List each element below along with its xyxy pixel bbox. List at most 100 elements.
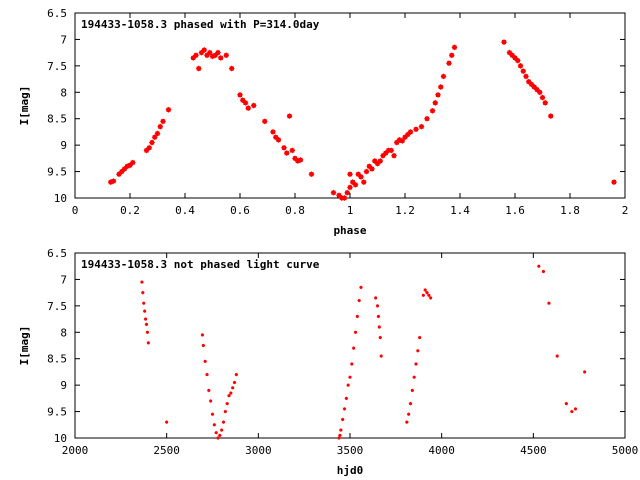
data-point-core: [380, 153, 386, 158]
data-point-core: [204, 53, 210, 58]
data-point-core: [565, 402, 568, 405]
data-point-core: [348, 375, 352, 379]
data-point-core: [352, 346, 355, 350]
data-point-core: [207, 50, 212, 55]
y-tick-label: 8: [60, 86, 67, 99]
data-point-core: [203, 360, 207, 363]
data-point-core: [510, 53, 515, 58]
data-point-core: [547, 301, 551, 305]
data-point-core: [611, 180, 617, 185]
data-point-core: [224, 410, 227, 413]
data-point-core: [140, 280, 144, 284]
y-tick-label: 9: [60, 139, 67, 152]
y-tick-label: 7.5: [47, 300, 67, 313]
data-point-core: [243, 100, 248, 105]
data-point-core: [125, 164, 130, 169]
data-point-core: [225, 402, 229, 405]
data-point-core: [201, 333, 204, 337]
plot-frame: [74, 252, 626, 439]
data-point-core: [149, 140, 155, 145]
data-point-core: [218, 434, 222, 437]
x-tick-label: 3500: [337, 444, 364, 457]
data-point-core: [345, 397, 348, 400]
data-point-core: [213, 423, 216, 427]
data-point-core: [211, 412, 214, 416]
data-point-core: [407, 412, 410, 416]
data-point-core: [409, 402, 412, 405]
data-point-core: [343, 407, 346, 411]
data-point-core: [394, 140, 399, 145]
data-point-core: [423, 288, 427, 292]
data-point-core: [378, 158, 383, 164]
x-tick-label: 0.6: [230, 204, 250, 217]
data-point-core: [298, 157, 303, 163]
data-point-core: [210, 54, 215, 59]
data-point-core: [108, 180, 113, 185]
data-point-core: [290, 148, 295, 153]
unphased-light-curve-panel: 2000 2500 3000 3500 4000 4500 5000 6.5 7 7.5 8 8.5 9…: [18, 247, 638, 477]
data-point-core: [414, 362, 418, 366]
data-point-core: [375, 161, 380, 166]
data-point-core: [449, 53, 454, 58]
data-point-core: [543, 100, 548, 105]
data-point-core: [229, 391, 233, 395]
data-point-core: [341, 418, 344, 421]
x-tick-label: 0.8: [285, 204, 305, 217]
data-point-core: [142, 301, 146, 305]
data-point-core: [281, 145, 287, 150]
data-point-core: [235, 373, 238, 376]
y-tick-label: 9: [60, 379, 67, 392]
data-point-core: [537, 264, 541, 268]
x-tick-label: 5000: [612, 444, 639, 457]
x-tick-label: 1.4: [450, 204, 470, 217]
data-point-core: [347, 185, 353, 190]
data-point-core: [218, 55, 223, 61]
data-point-core: [402, 135, 408, 140]
data-point-core: [237, 92, 243, 98]
x-axis-label: phase: [333, 224, 366, 237]
y-tick-label: 6.5: [47, 247, 67, 260]
data-point-core: [214, 431, 218, 435]
y-tick-label: 8.5: [47, 353, 67, 366]
data-point-core: [372, 158, 377, 164]
data-point-core: [251, 103, 256, 108]
y-tick-label: 10: [54, 192, 67, 205]
data-point-core: [367, 164, 372, 169]
data-point-core: [574, 407, 577, 411]
data-point-core: [346, 383, 350, 387]
data-point-core: [116, 172, 122, 177]
data-point-core: [209, 399, 212, 403]
data-point-core: [240, 98, 245, 103]
y-tick-label: 10: [54, 432, 67, 445]
data-point-core: [364, 169, 369, 174]
data-point-core: [534, 87, 540, 92]
data-point-core: [378, 325, 381, 329]
x-tick-label: 4000: [428, 444, 455, 457]
data-point-core: [411, 389, 414, 392]
data-point-core: [529, 82, 534, 87]
data-point-core: [160, 119, 166, 124]
data-point-core: [353, 182, 358, 187]
data-point-core: [542, 270, 545, 273]
data-point-core: [213, 53, 218, 58]
x-tick-label: 1.8: [560, 204, 580, 217]
data-point-core: [331, 190, 336, 195]
data-point-core: [378, 336, 382, 339]
data-point-core: [155, 131, 160, 136]
data-point-core: [127, 163, 133, 168]
data-point-core: [358, 174, 364, 179]
data-point-core: [144, 148, 149, 153]
data-point-core: [227, 394, 231, 398]
y-tick-label: 7: [60, 273, 67, 286]
data-point-core: [416, 349, 420, 353]
x-tick-label: 2000: [62, 444, 89, 457]
data-point-core: [435, 92, 441, 98]
data-point-core: [413, 127, 419, 132]
data-point-core: [233, 381, 236, 384]
data-point-core: [433, 100, 438, 105]
data-point-core: [408, 129, 413, 135]
x-tick-label: 0.2: [120, 204, 140, 217]
data-point-core: [337, 436, 341, 440]
data-point-core: [374, 296, 377, 300]
data-point-core: [202, 344, 205, 347]
